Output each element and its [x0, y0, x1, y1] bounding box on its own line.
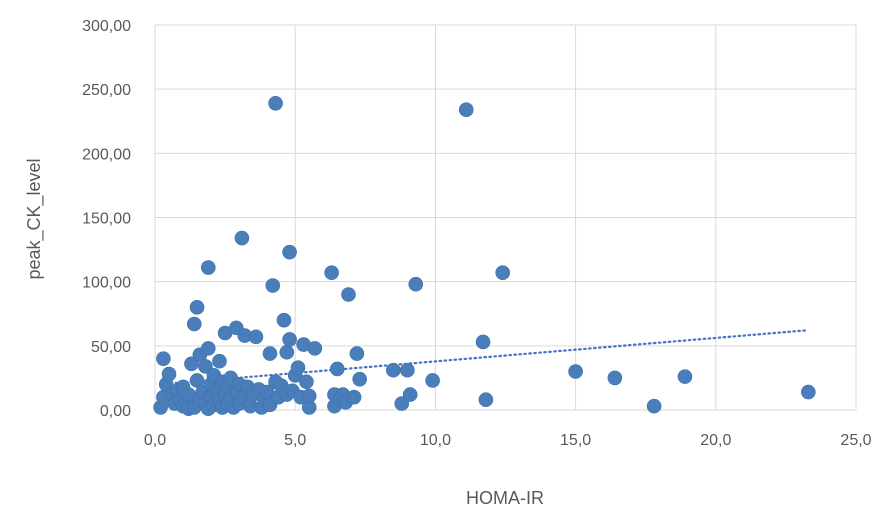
data-point — [200, 341, 216, 356]
data-point — [646, 398, 662, 414]
x-tick-labels: 0,0 5,0 10,0 15,0 20,0 25,0 — [144, 432, 872, 449]
data-point — [394, 396, 410, 411]
data-point — [290, 360, 306, 375]
data-point — [408, 276, 424, 292]
x-tick-label: 15,0 — [560, 432, 591, 449]
data-point — [212, 353, 227, 369]
data-point — [341, 287, 356, 302]
data-point — [495, 265, 510, 280]
data-point — [265, 278, 281, 293]
trendline — [159, 329, 807, 386]
data-point — [425, 373, 440, 388]
data-point — [282, 332, 297, 347]
x-tick-label: 5,0 — [284, 432, 306, 449]
data-point — [568, 364, 583, 379]
data-point — [677, 369, 693, 384]
y-tick-label: 300,00 — [82, 18, 131, 35]
data-point — [200, 260, 216, 275]
trendline-layer — [159, 329, 807, 386]
data-point — [156, 351, 171, 366]
y-axis-title: peak_CK_level — [24, 158, 45, 279]
data-point — [346, 389, 362, 405]
x-tick-label: 0,0 — [144, 432, 166, 449]
y-tick-label: 150,00 — [82, 211, 131, 228]
data-point — [329, 361, 345, 377]
data-point — [607, 370, 623, 386]
x-tick-label: 10,0 — [420, 432, 451, 449]
data-point — [402, 387, 418, 402]
y-tick-label: 0,00 — [100, 403, 131, 420]
x-axis-title: HOMA-IR — [466, 488, 544, 508]
data-point — [234, 230, 250, 246]
y-tick-label: 250,00 — [82, 82, 131, 99]
data-point — [301, 388, 317, 404]
data-point — [458, 102, 474, 117]
y-tick-label: 50,00 — [91, 339, 131, 356]
data-point — [299, 374, 314, 390]
data-point — [282, 244, 297, 260]
data-point — [161, 366, 177, 382]
data-point — [475, 334, 491, 350]
data-point — [352, 371, 367, 387]
data-point — [279, 344, 295, 360]
data-point — [276, 312, 292, 328]
gridlines — [154, 24, 857, 411]
data-point — [478, 392, 494, 408]
data-point — [349, 346, 365, 361]
data-point — [386, 362, 401, 378]
data-point — [268, 95, 283, 111]
y-tick-labels: 0,00 50,00 100,00 150,00 200,00 250,00 300,00 — [82, 18, 131, 420]
data-point — [186, 316, 202, 332]
y-tick-label: 100,00 — [82, 275, 131, 292]
data-point — [801, 384, 816, 400]
data-point — [262, 346, 278, 361]
x-tick-label: 25,0 — [840, 432, 871, 449]
y-tick-label: 200,00 — [82, 146, 131, 163]
data-point — [184, 356, 199, 372]
data-point — [189, 300, 205, 315]
data-points — [153, 95, 816, 417]
data-point — [307, 341, 323, 356]
data-point — [324, 265, 339, 280]
data-point — [248, 329, 264, 345]
data-point — [400, 362, 415, 378]
data-point — [198, 359, 213, 374]
x-tick-label: 20,0 — [700, 432, 731, 449]
